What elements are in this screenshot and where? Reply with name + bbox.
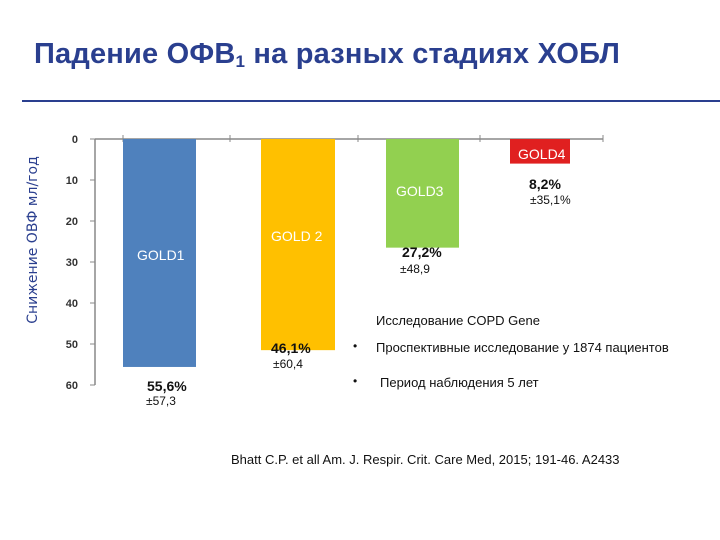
bullet-marker-2: • (353, 374, 358, 388)
y-tick-label: 30 (66, 257, 78, 269)
bar-label-gold4: GOLD4 (518, 146, 566, 162)
y-tick-label: 60 (66, 380, 78, 392)
study-bullet-item: Проспективные исследование у 1874 пациен… (376, 340, 669, 355)
title-rest: на разных стадиях ХОБЛ (245, 38, 621, 70)
bar-label-gold3: GOLD3 (396, 183, 444, 199)
study-bullet-item: Период наблюдения 5 лет (380, 375, 539, 390)
y-tick-label: 20 (66, 216, 78, 228)
slide-title: Падение ОФВ1 на разных стадиях ХОБЛ (34, 38, 620, 72)
sd-label-gold1: ±57,3 (146, 394, 176, 408)
y-tick-label: 50 (66, 339, 78, 351)
percent-label-gold3: 27,2% (402, 244, 442, 260)
bar-label-gold2: GOLD 2 (271, 228, 323, 244)
sd-label-gold4: ±35,1% (530, 193, 571, 207)
sd-label-gold3: ±48,9 (400, 262, 430, 276)
reference-citation: Bhatt C.P. et all Am. J. Respir. Crit. C… (231, 452, 620, 467)
bar-label-gold1: GOLD1 (137, 247, 185, 263)
study-bullet-list: • Проспективные исследование у 1874 паци… (370, 336, 720, 396)
y-tick-label: 40 (66, 298, 78, 310)
percent-label-gold1: 55,6% (147, 378, 187, 394)
study-heading: Исследование COPD Gene (376, 313, 540, 328)
y-tick-label: 10 (66, 175, 78, 187)
sd-label-gold2: ±60,4 (273, 357, 303, 371)
bar (510, 139, 570, 164)
bar (386, 139, 459, 248)
bullet-marker-1: • (353, 339, 358, 353)
title-divider (22, 100, 720, 102)
percent-label-gold2: 46,1% (271, 340, 311, 356)
y-tick-label: 0 (72, 134, 78, 146)
title-main: Падение ОФВ (34, 38, 236, 70)
bar (261, 139, 335, 351)
title-subscript: 1 (235, 52, 246, 71)
percent-label-gold4: 8,2% (529, 176, 561, 192)
bar (123, 139, 196, 367)
